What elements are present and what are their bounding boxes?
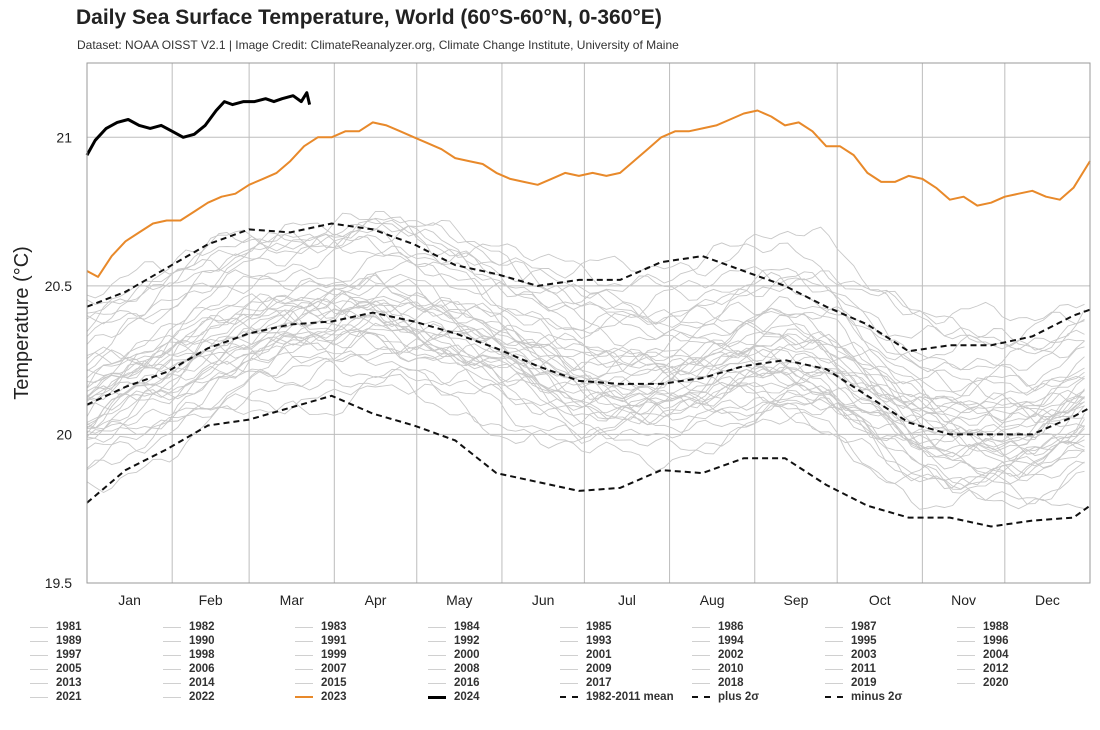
axes: 19.5 20 20.5 21 Jan Feb Mar Apr May Jun Jul Aug Sep O… [45, 62, 1091, 608]
x-tick-label: May [446, 592, 472, 608]
year-line-2010 [86, 252, 1085, 401]
year-line-2022 [86, 220, 1085, 362]
year-line-2023 [86, 109, 1091, 278]
year-line-1985 [86, 383, 1085, 510]
x-tick-label: Jan [118, 592, 141, 608]
year-line-2003 [86, 273, 1085, 416]
y-tick-label: 20.5 [45, 278, 72, 294]
year-line-2000 [86, 329, 1085, 477]
highlight-year-lines [85, 91, 1091, 278]
year-line-2004 [86, 285, 1085, 423]
y-axis-label: Temperature (°C) [11, 246, 33, 400]
year-line-1999 [86, 323, 1085, 461]
year-line-2006 [86, 287, 1085, 436]
plot-frame [86, 62, 1091, 584]
x-tick-label: Jun [532, 592, 555, 608]
year-line-2014 [86, 236, 1085, 401]
year-line-1996 [86, 328, 1085, 478]
climatology-lines [86, 222, 1091, 528]
year-line-2024 [85, 91, 312, 156]
year-line-1991 [86, 314, 1085, 450]
grid-layer [87, 63, 1090, 584]
x-tick-label: Aug [700, 592, 725, 608]
plus-2sigma-line [86, 222, 1091, 353]
year-line-2016 [86, 210, 1085, 325]
y-tick-label: 19.5 [45, 575, 72, 591]
year-line-2020 [86, 212, 1085, 351]
x-tick-label: Jul [618, 592, 636, 608]
x-tick-label: Mar [280, 592, 304, 608]
year-line-1995 [86, 308, 1085, 455]
year-line-2009 [86, 278, 1085, 424]
year-line-1984 [86, 373, 1085, 505]
year-line-1990 [86, 310, 1085, 467]
x-tick-label: Sep [784, 592, 809, 608]
year-line-2012 [86, 287, 1085, 426]
year-line-1988 [86, 300, 1085, 451]
x-tick-label: Dec [1035, 592, 1060, 608]
year-line-2011 [86, 309, 1085, 445]
year-line-1992 [86, 366, 1085, 490]
year-line-2019 [86, 222, 1085, 347]
x-tick-label: Oct [869, 592, 891, 608]
past-years-lines [86, 210, 1085, 510]
x-tick-label: Feb [199, 592, 223, 608]
y-tick-label: 20 [56, 426, 72, 442]
minus-2sigma-line [86, 394, 1091, 528]
x-tick-label: Nov [951, 592, 976, 608]
chart-subtitle: Dataset: NOAA OISST V2.1 | Image Credit:… [77, 38, 679, 52]
y-tick-label: 21 [56, 129, 72, 145]
year-line-2017 [86, 222, 1085, 373]
year-line-2008 [86, 306, 1085, 460]
year-line-1989 [86, 353, 1085, 502]
year-line-2021 [86, 216, 1085, 387]
climatology-mean-line [86, 311, 1091, 436]
year-line-2013 [86, 274, 1085, 424]
chart-title: Daily Sea Surface Temperature, World (60… [76, 6, 662, 29]
year-line-2018 [86, 233, 1085, 393]
year-line-1998 [86, 259, 1085, 397]
year-line-1987 [86, 311, 1085, 458]
x-tick-label: Apr [365, 592, 387, 608]
